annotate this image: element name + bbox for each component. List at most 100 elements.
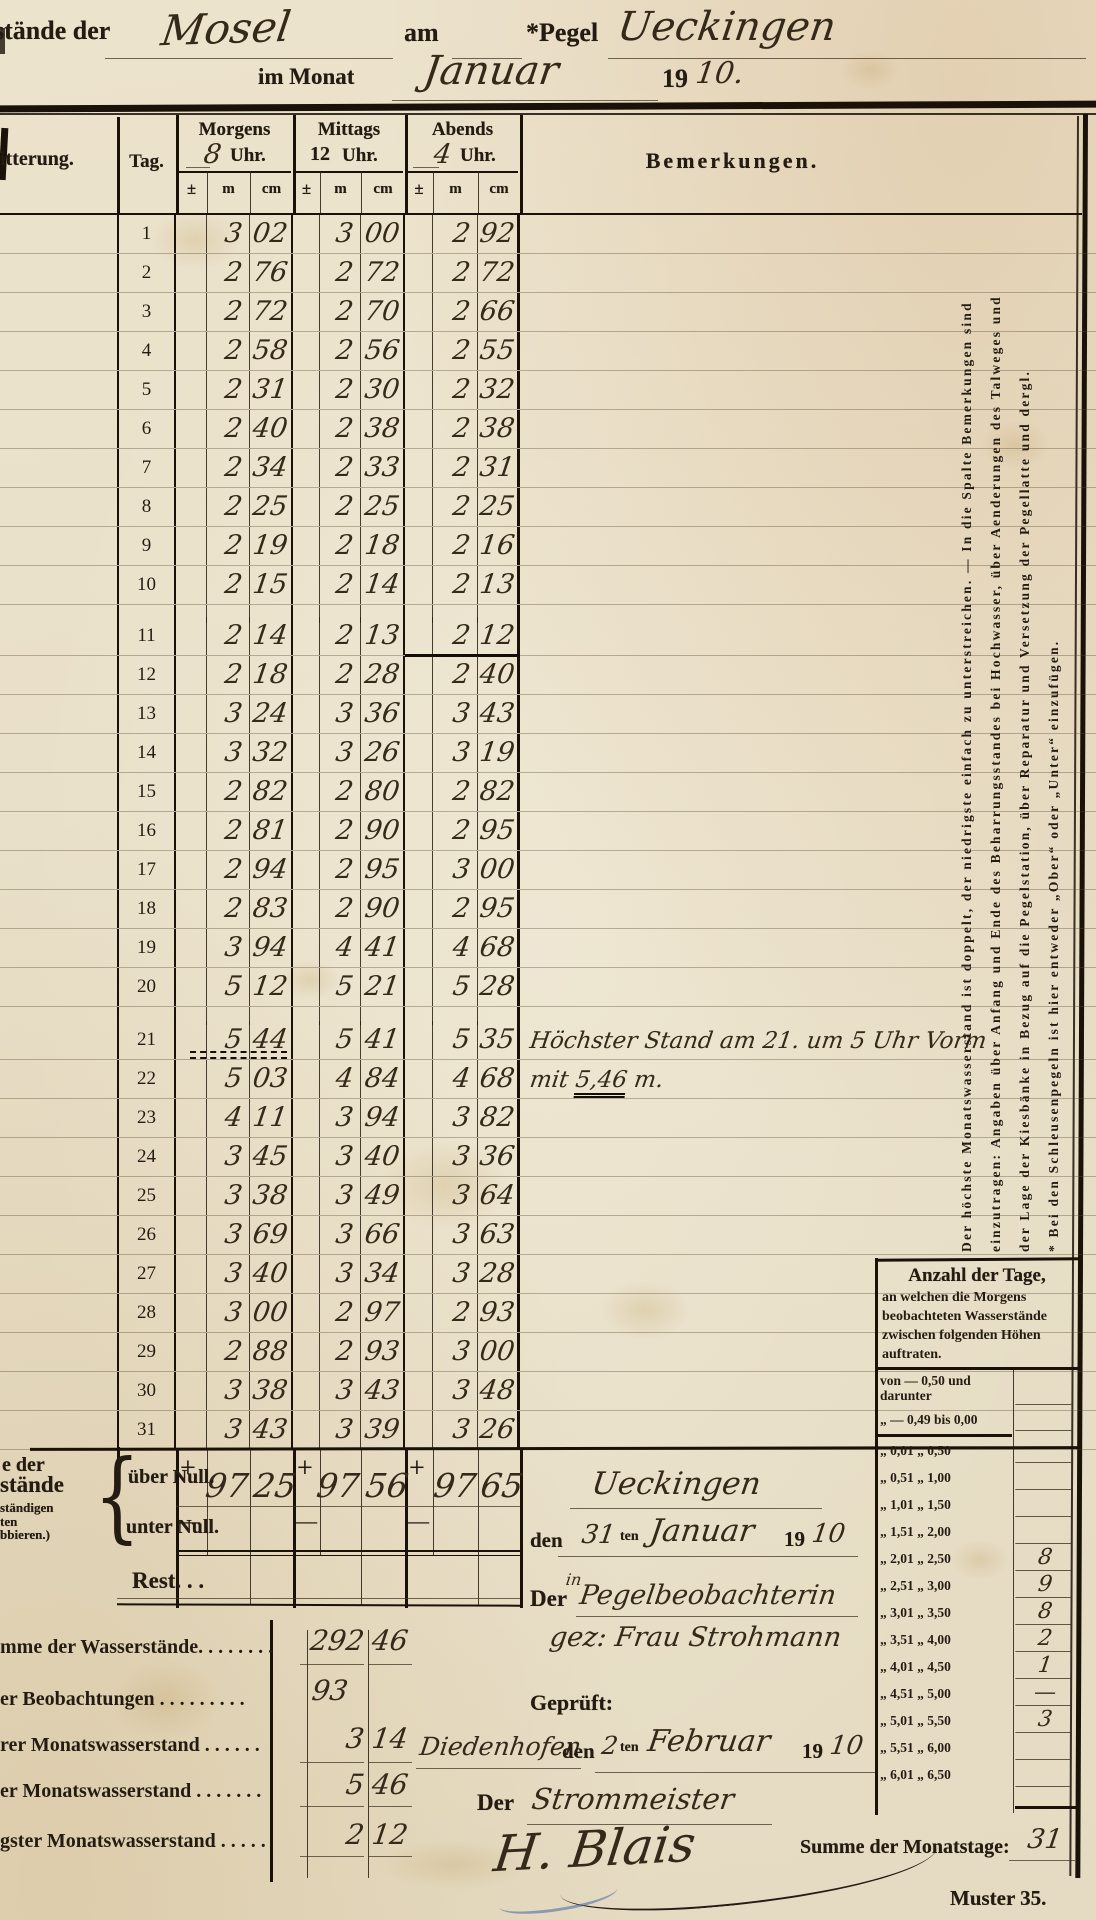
plus-sign: + [297, 1453, 313, 1484]
row-gap [0, 605, 1096, 623]
abends-cm-cell: 31 [478, 449, 520, 487]
table-row: 3 2 72 2 70 2 66 [0, 293, 1096, 332]
cm-label: cm [373, 181, 393, 197]
range-label: „ 5,51 „ 6,00 [880, 1739, 951, 1755]
witterung-cell [0, 566, 117, 604]
hour-blank-line [413, 167, 439, 169]
den-label: den [562, 1739, 595, 1763]
abends-m-cell: 3 [433, 1138, 478, 1176]
day-cell: 28 [117, 1294, 176, 1332]
witterung-cell [0, 773, 117, 811]
witterung-cell [0, 890, 117, 928]
sum-column-divider [405, 1450, 408, 1608]
abends-cm-value: 43 [478, 698, 517, 729]
morgens-cm-cell: 11 [250, 1099, 293, 1137]
subcolumn-divider [433, 171, 435, 215]
abends-cm-value: 55 [478, 335, 517, 366]
morgens-m-cell: 4 [207, 1099, 250, 1137]
witterung-cell [0, 1372, 117, 1410]
gez-line: gez: Frau Strohmann [547, 1622, 844, 1653]
check-month: Februar [645, 1724, 773, 1759]
sign-year-printed: 19 [784, 1527, 805, 1551]
morgens-m-cell: 2 [207, 449, 250, 487]
range-count [1015, 1518, 1075, 1544]
stat-value-m: 5 [343, 1768, 367, 1801]
abends-sign-cell [405, 1294, 433, 1332]
abends-sign-cell [405, 1021, 433, 1059]
day-number: 25 [137, 1185, 156, 1206]
mittags-sign-cell [293, 890, 320, 928]
instruction-line: einzutragen: Angaben über Anfang und End… [988, 295, 1003, 1252]
abends-sign-cell [405, 215, 433, 253]
stat-label: gster Monatswasserstand . . . . . [0, 1830, 266, 1852]
abends-sign-cell [405, 851, 433, 889]
abends-m-cell: 2 [433, 371, 478, 409]
mittags-cm-value: 41 [362, 932, 402, 963]
abends-cm-value: 12 [478, 620, 517, 651]
morgens-cm-value: 31 [251, 374, 290, 405]
table-row: 24 3 45 3 40 3 36 [0, 1138, 1096, 1177]
range-count [1015, 1380, 1075, 1405]
mittags-m-value: 2 [333, 257, 356, 288]
sign-underline [416, 1768, 581, 1770]
mittags-m-value: 2 [333, 452, 356, 483]
abends-cm-value: 48 [478, 1375, 517, 1406]
range-count: 1 [1015, 1653, 1075, 1679]
day-number: 4 [141, 340, 152, 361]
sum-subdivider [320, 1450, 322, 1556]
abends-m-value: 3 [450, 1414, 473, 1445]
witterung-cell [0, 527, 117, 565]
abends-m-value: 2 [450, 491, 473, 522]
abends-m-cell [433, 605, 478, 623]
column-divider-stub [117, 1447, 120, 1464]
box-sum-label: Summe der Monatstage: [800, 1836, 1010, 1858]
abends-m-cell: 2 [433, 773, 478, 811]
mittags-m-cell: 4 [320, 929, 361, 967]
morgens-cm-value: 34 [251, 452, 290, 483]
abends-cm-cell: 12 [478, 617, 520, 655]
mittags-m-cell: 5 [320, 968, 361, 1006]
day-number: 22 [137, 1068, 156, 1089]
day-cell: 15 [117, 773, 176, 811]
morgens-cm-cell: 45 [250, 1138, 293, 1176]
range-label: „ 1,51 „ 2,00 [880, 1523, 951, 1539]
mittags-cm-cell: 90 [361, 890, 405, 928]
mittags-m-cell: 2 [320, 332, 361, 370]
mittags-header: Mittags [317, 119, 381, 140]
mittags-cm-cell: 13 [361, 617, 405, 655]
witterung-cell [0, 293, 117, 331]
highest-value-underline [190, 1051, 287, 1059]
abends-cm-cell: 26 [478, 1411, 520, 1449]
abends-m-value: 2 [450, 374, 473, 405]
check-place: Diedenhofen [417, 1732, 584, 1761]
days-range-row: „ 1,51 „ 2,00 [875, 1518, 1079, 1546]
sign-month: Januar [647, 1513, 757, 1549]
box-divider [877, 1367, 1078, 1370]
day-cell: 22 [117, 1060, 176, 1098]
day-number: 3 [141, 301, 152, 322]
day-cell: 10 [117, 566, 176, 604]
morgens-cm-cell: 32 [250, 734, 293, 772]
abends-m-cell: 3 [433, 1099, 478, 1137]
mittags-cm-cell: 84 [361, 1060, 405, 1098]
mittags-cm-value: 72 [362, 257, 402, 288]
morgens-cm-cell: 82 [250, 773, 293, 811]
mittags-cm-cell: 00 [361, 215, 405, 253]
witterung-cell [0, 812, 117, 850]
day-cell: 7 [117, 449, 176, 487]
days-range-row: „ 2,51 „ 3,00 9 [875, 1572, 1079, 1600]
mittags-cm-value: 40 [362, 1141, 402, 1172]
mittags-cm-cell: 49 [361, 1177, 405, 1215]
morgens-cm-value: 02 [251, 218, 290, 249]
abends-sign-cell [405, 488, 433, 526]
morgens-m-cell: 5 [207, 968, 250, 1006]
mittags-m-value: 3 [333, 1180, 356, 1211]
abends-cm-cell: 95 [478, 812, 520, 850]
witterung-cell [0, 1138, 117, 1176]
morgens-m-cell: 2 [207, 410, 250, 448]
abends-sign-cell [405, 1060, 433, 1098]
abends-m-value: 2 [450, 413, 473, 444]
mittags-m-cell: 3 [320, 1099, 361, 1137]
table-row: 23 4 11 3 94 3 82 [0, 1099, 1096, 1138]
mittags-m-value: 2 [333, 1297, 356, 1328]
